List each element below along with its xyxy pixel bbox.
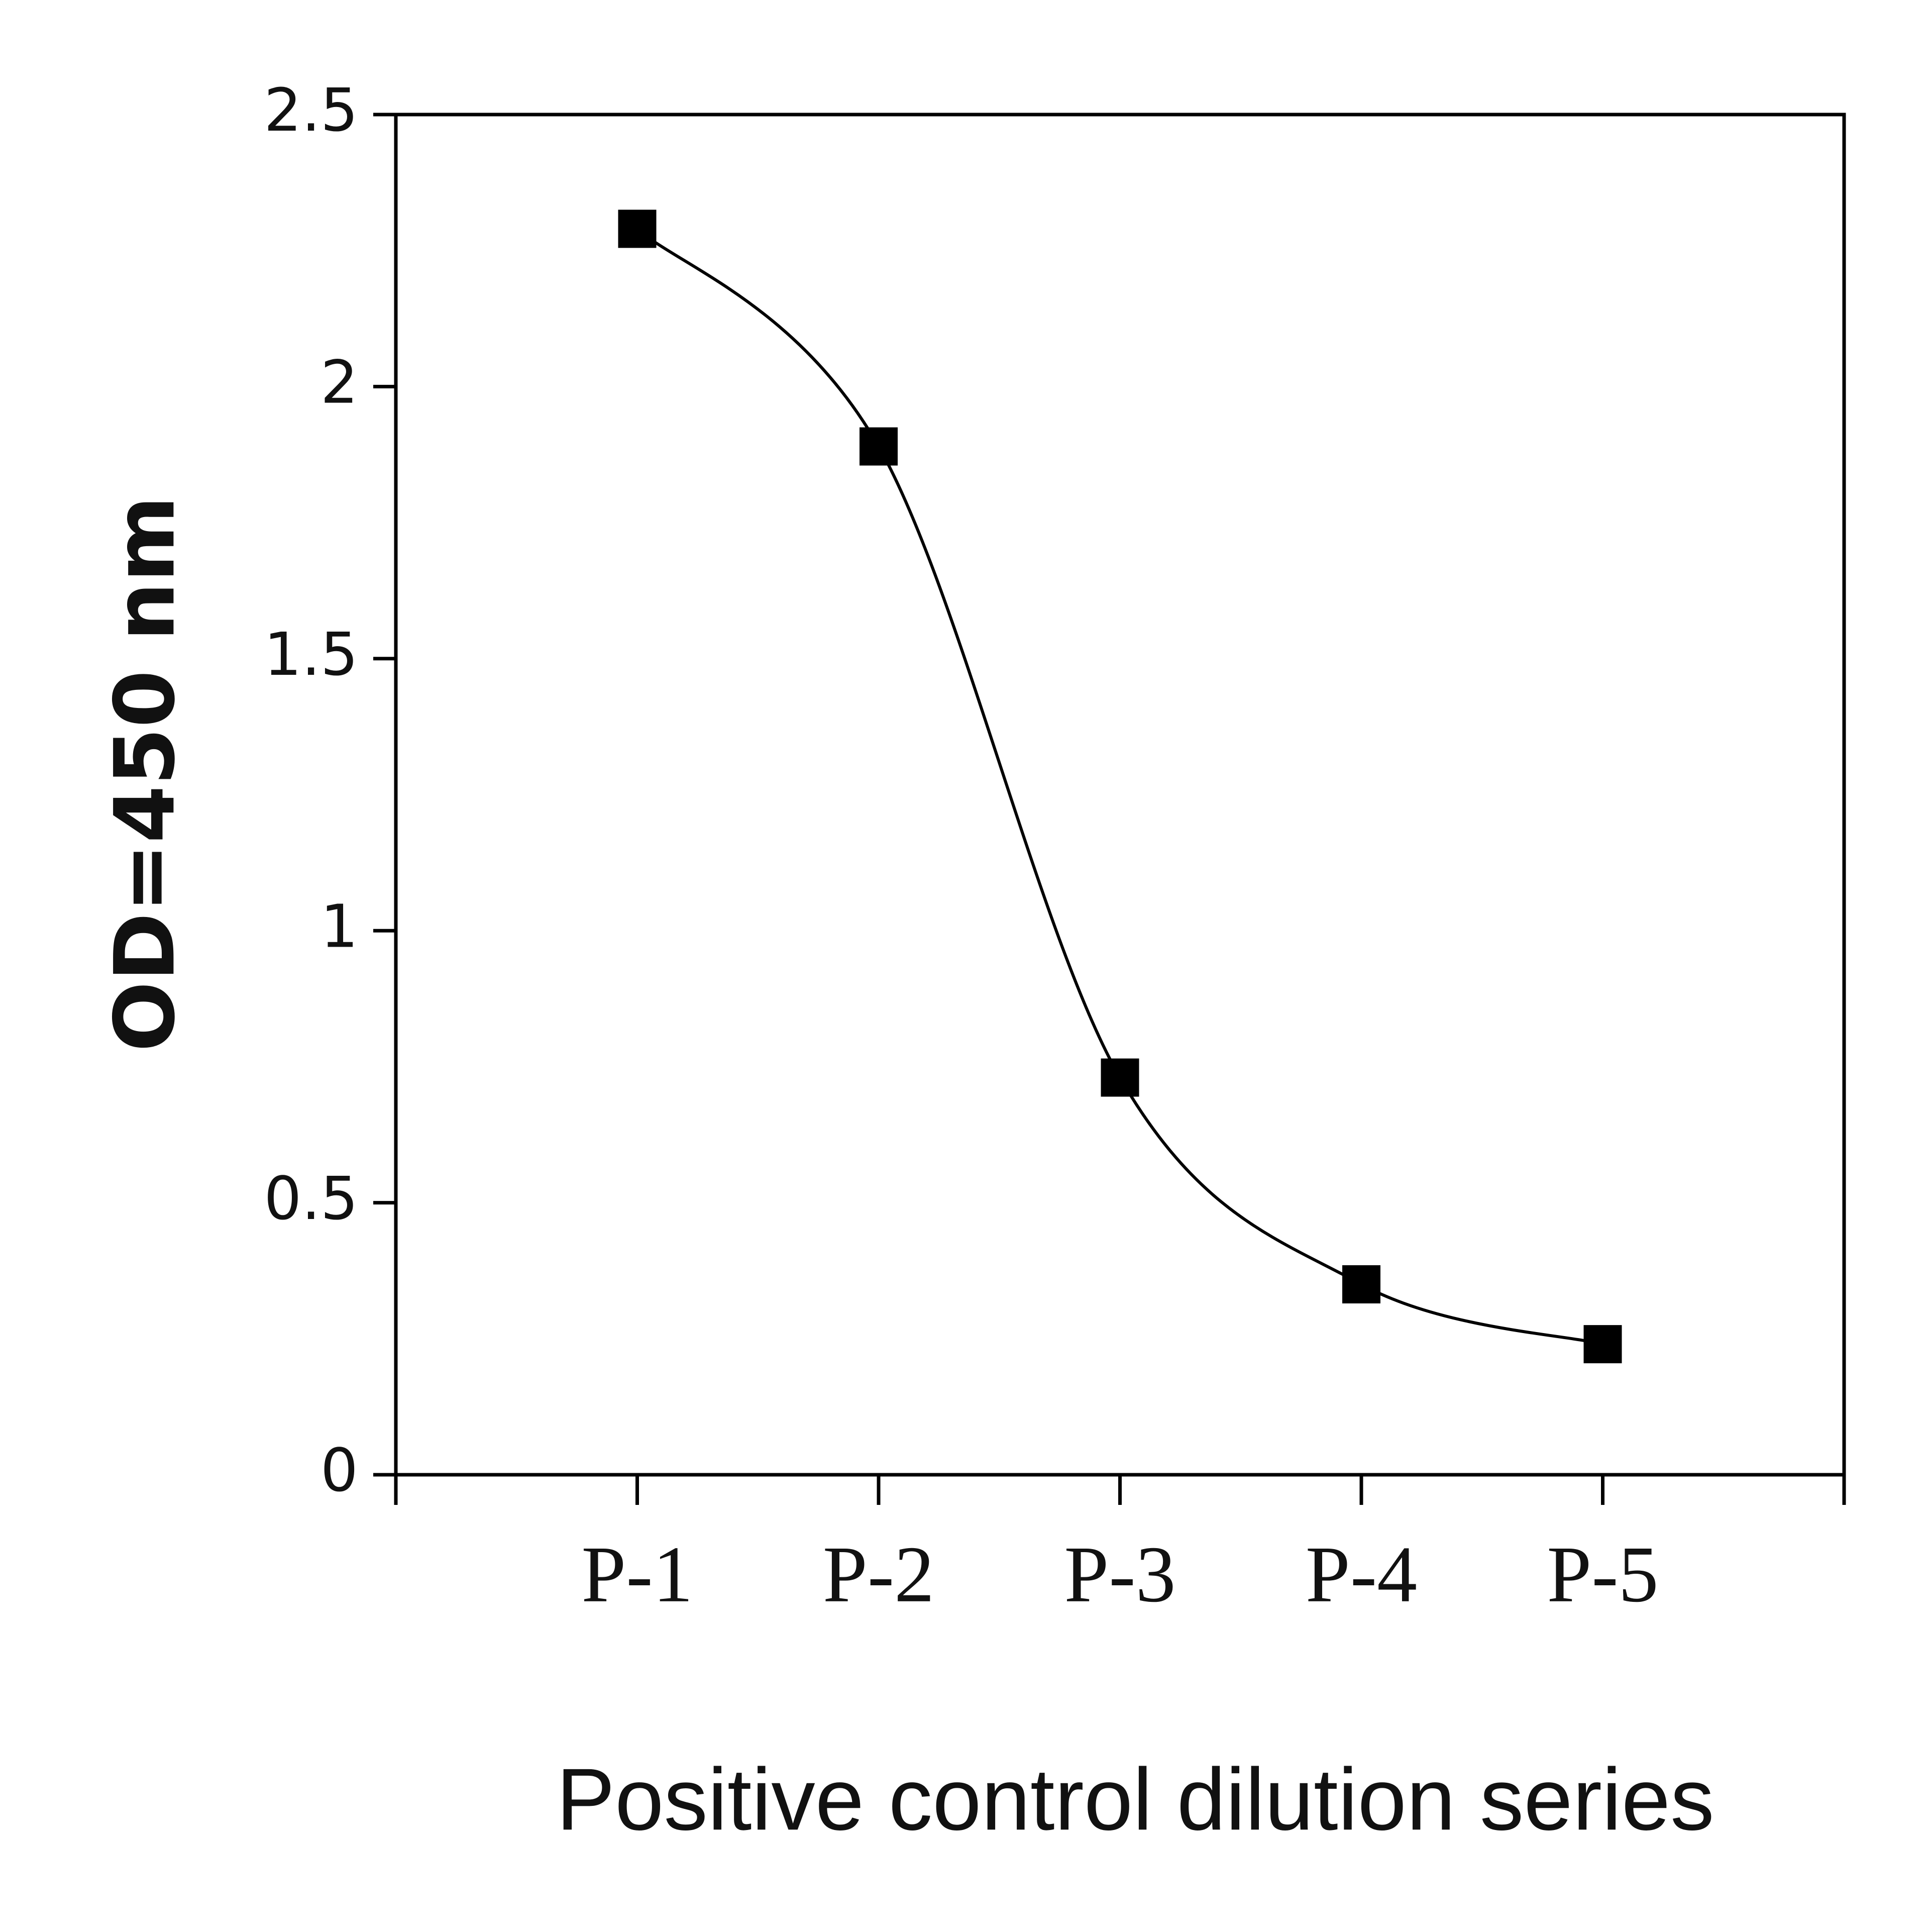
data-point [1101,1058,1139,1097]
x-tick-label: P-3 [1064,1530,1175,1619]
data-point [1583,1325,1622,1364]
y-tick-label: 1 [320,891,358,961]
x-tick-label: P-1 [581,1530,693,1619]
data-line [636,228,1603,1346]
x-axis-title: Positive control dilution series [556,1751,1714,1849]
y-axis-title: OD=450 nm [96,496,193,1052]
y-tick-label: 1.5 [264,620,358,689]
y-tick-label: 0.5 [264,1164,358,1233]
y-tick-label: 0 [320,1436,358,1505]
y-tick-label: 2.5 [264,75,358,145]
data-point [1342,1265,1380,1304]
y-tick-label: 2 [320,348,358,417]
data-point [860,427,898,466]
plot-frame [394,113,1846,1477]
data-point [618,210,657,248]
x-tick-label: P-2 [823,1530,934,1619]
x-tick-label: P-4 [1306,1530,1417,1619]
x-tick-label: P-5 [1547,1530,1658,1619]
